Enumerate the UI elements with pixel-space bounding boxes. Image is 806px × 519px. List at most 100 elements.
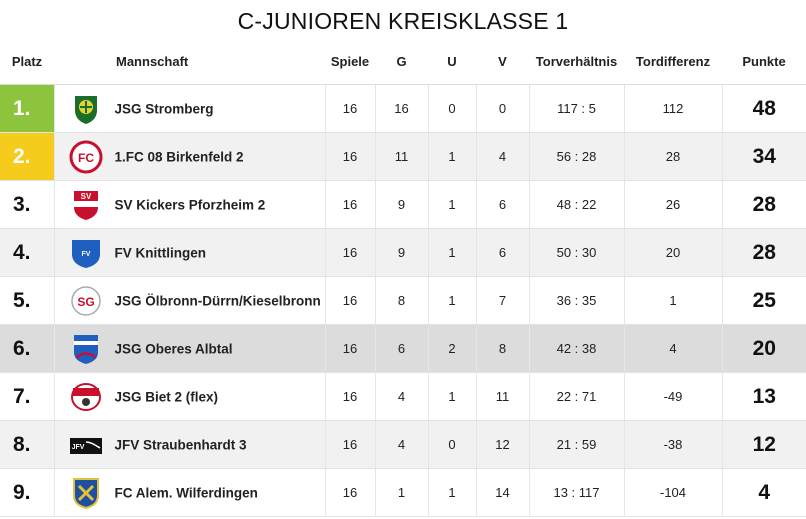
svg-text:JFV: JFV [71,444,84,451]
u-cell: 0 [427,84,476,133]
straubenhardt-crest-icon: JFV [69,428,103,462]
rank-cell: 1. [0,84,54,133]
table-row[interactable]: 2. FC 1.FC 08 Birkenfeld 2 16 11 1 4 56 : 28 28 3… [0,132,806,181]
g-cell: 1 [374,468,428,517]
spiele-cell: 16 [324,324,375,373]
torverhaeltnis-cell: 50 : 30 [528,228,624,277]
team-name-link[interactable]: FV Knittlingen [114,245,207,260]
team-cell: FV FV Knittlingen [53,228,325,277]
spiele-cell: 16 [324,420,375,469]
svg-text:SV: SV [80,192,91,201]
spiele-cell: 16 [324,372,375,421]
u-cell: 1 [427,276,476,325]
header-mannschaft[interactable]: Mannschaft [54,38,325,85]
table-row[interactable]: 9. FC Alem. Wilferdingen 16 1 1 14 13 : 117 -10… [0,468,806,517]
v-cell: 11 [475,372,529,421]
v-cell: 6 [475,180,529,229]
v-cell: 6 [475,228,529,277]
header-g[interactable]: G [375,38,428,85]
rank-cell: 6. [0,324,54,373]
punkte-cell: 28 [721,180,806,229]
v-cell: 7 [475,276,529,325]
table-row[interactable]: 1. JSG Stromberg 16 16 0 0 117 : 5 112 48 [0,84,806,133]
v-cell: 14 [475,468,529,517]
punkte-cell: 28 [721,228,806,277]
rank-cell: 5. [0,276,54,325]
team-cell: JSG Stromberg [53,84,325,133]
svg-text:FV: FV [81,251,90,258]
table-row[interactable]: 6. JSG Oberes Albtal 16 6 2 8 42 : 38 4 20 [0,324,806,373]
spiele-cell: 16 [324,276,375,325]
punkte-cell: 12 [721,420,806,469]
spiele-cell: 16 [324,180,375,229]
svg-text:FC: FC [78,151,94,165]
team-name-link[interactable]: 1.FC 08 Birkenfeld 2 [114,149,244,164]
tordifferenz-cell: 1 [623,276,722,325]
standings-table: Platz Mannschaft Spiele G U V Torverhält… [0,38,806,517]
g-cell: 9 [374,180,428,229]
g-cell: 9 [374,228,428,277]
oelbronn-crest-icon: SG [69,284,103,318]
team-name-link[interactable]: JSG Oberes Albtal [114,341,233,356]
header-spiele[interactable]: Spiele [325,38,375,85]
team-name-link[interactable]: JSG Biet 2 (flex) [114,389,219,404]
team-cell: FC 1.FC 08 Birkenfeld 2 [53,132,325,181]
header-punkte[interactable]: Punkte [722,38,806,85]
torverhaeltnis-cell: 36 : 35 [528,276,624,325]
header-u[interactable]: U [428,38,476,85]
tordifferenz-cell: -49 [623,372,722,421]
team-name-link[interactable]: JSG Stromberg [114,101,214,116]
table-row[interactable]: 8. JFV JFV Straubenhardt 3 16 4 0 12 21 : 59 -38… [0,420,806,469]
team-cell: SV SV Kickers Pforzheim 2 [53,180,325,229]
punkte-cell: 13 [721,372,806,421]
header-tordifferenz[interactable]: Tordifferenz [624,38,722,85]
team-cell: FC Alem. Wilferdingen [53,468,325,517]
kickers-crest-icon: SV [69,188,103,222]
tordifferenz-cell: 20 [623,228,722,277]
spiele-cell: 16 [324,84,375,133]
table-row[interactable]: 7. JSG Biet 2 (flex) 16 4 1 11 22 : 71 -49 13 [0,372,806,421]
u-cell: 0 [427,420,476,469]
torverhaeltnis-cell: 21 : 59 [528,420,624,469]
rank-cell: 3. [0,180,54,229]
table-title: C-JUNIOREN KREISKLASSE 1 [237,8,569,34]
v-cell: 4 [475,132,529,181]
g-cell: 4 [374,372,428,421]
rank-cell: 9. [0,468,54,517]
header-torverhaeltnis[interactable]: Torverhältnis [529,38,624,85]
punkte-cell: 20 [721,324,806,373]
albtal-crest-icon [69,332,103,366]
header-row: Platz Mannschaft Spiele G U V Torverhält… [0,38,806,85]
svg-text:SG: SG [77,295,94,309]
spiele-cell: 16 [324,228,375,277]
table-row[interactable]: 3. SV SV Kickers Pforzheim 2 16 9 1 6 48 : 22 26… [0,180,806,229]
tordifferenz-cell: -104 [623,468,722,517]
torverhaeltnis-cell: 22 : 71 [528,372,624,421]
team-name-link[interactable]: JSG Ölbronn-Dürrn/Kieselbronn [114,293,321,308]
rank-cell: 2. [0,132,54,181]
tordifferenz-cell: 28 [623,132,722,181]
punkte-cell: 48 [721,84,806,133]
g-cell: 6 [374,324,428,373]
wilferdingen-crest-icon [69,476,103,510]
team-cell: JSG Oberes Albtal [53,324,325,373]
u-cell: 1 [427,372,476,421]
g-cell: 8 [374,276,428,325]
table-row[interactable]: 4. FV FV Knittlingen 16 9 1 6 50 : 30 20 28 [0,228,806,277]
g-cell: 16 [374,84,428,133]
u-cell: 2 [427,324,476,373]
spiele-cell: 16 [324,468,375,517]
tordifferenz-cell: -38 [623,420,722,469]
table-row[interactable]: 5. SG JSG Ölbronn-Dürrn/Kieselbronn 16 8 1 7 36… [0,276,806,325]
team-name-link[interactable]: FC Alem. Wilferdingen [114,485,258,500]
punkte-cell: 4 [721,468,806,517]
header-platz[interactable]: Platz [0,38,54,85]
team-name-link[interactable]: JFV Straubenhardt 3 [114,437,247,452]
team-name-link[interactable]: SV Kickers Pforzheim 2 [114,197,266,212]
header-v[interactable]: V [476,38,529,85]
torverhaeltnis-cell: 117 : 5 [528,84,624,133]
punkte-cell: 25 [721,276,806,325]
rank-cell: 4. [0,228,54,277]
stromberg-crest-icon [69,92,103,126]
rank-cell: 7. [0,372,54,421]
